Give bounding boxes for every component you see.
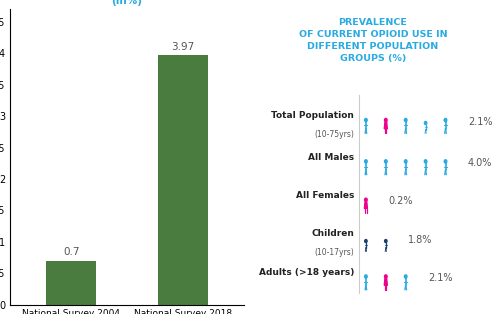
Circle shape [364,118,367,122]
Bar [46,261,96,305]
Circle shape [384,275,387,278]
Text: All Males: All Males [308,153,354,161]
Text: 2.1%: 2.1% [468,116,492,127]
Circle shape [424,122,427,125]
Circle shape [384,160,387,163]
Circle shape [424,160,427,163]
Text: Adults (>18 years): Adults (>18 years) [259,268,354,277]
Text: (10-17yrs): (10-17yrs) [314,248,354,257]
Text: PREVALENCE
OF CURRENT OPIOID USE IN
DIFFERENT POPULATION
GROUPS (%): PREVALENCE OF CURRENT OPIOID USE IN DIFF… [298,18,447,63]
Circle shape [444,118,447,122]
Polygon shape [364,202,368,208]
Circle shape [404,160,407,163]
Circle shape [404,118,407,122]
Circle shape [444,160,447,163]
Text: Children: Children [312,229,354,238]
Bar [158,55,208,305]
Circle shape [364,240,367,243]
Title: Trends, Opioid Use in Men,
India: 2004 - 2018
(in%): Trends, Opioid Use in Men, India: 2004 -… [48,0,206,6]
Text: 0.7: 0.7 [63,247,80,257]
Text: 1.8%: 1.8% [408,235,432,245]
Text: 0.2%: 0.2% [388,196,412,206]
Circle shape [364,275,367,278]
Polygon shape [384,122,388,129]
Circle shape [364,160,367,163]
Circle shape [384,118,387,122]
Circle shape [364,198,367,201]
Text: All Females: All Females [296,191,354,200]
Circle shape [404,275,407,278]
Circle shape [384,240,387,243]
Text: (10-75yrs): (10-75yrs) [314,130,354,139]
Text: 4.0%: 4.0% [468,158,492,168]
Text: 2.1%: 2.1% [428,273,452,283]
Polygon shape [384,279,388,285]
Text: 3.97: 3.97 [171,42,194,52]
Text: Total Population: Total Population [272,111,354,120]
